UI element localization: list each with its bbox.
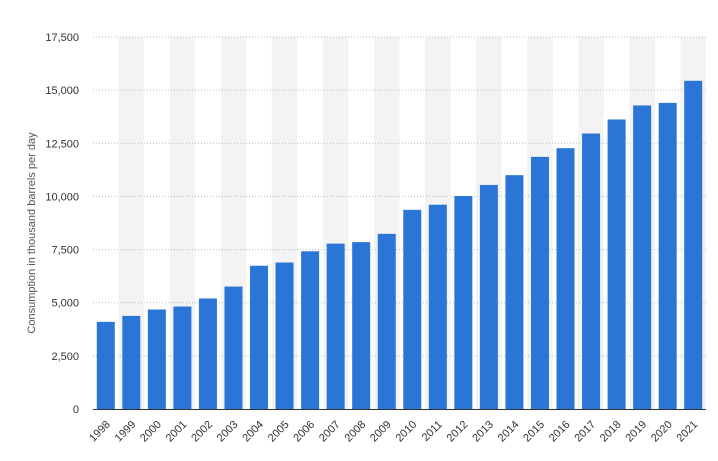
x-tick-label: 2019 — [623, 419, 649, 445]
bar-2019 — [633, 105, 652, 409]
bar-2008 — [352, 242, 371, 409]
bar-2002 — [198, 298, 217, 409]
x-tick-label: 2018 — [598, 419, 624, 445]
y-tick-label: 17,500 — [45, 32, 79, 44]
y-axis-tick-labels: 0 2,500 5,000 7,500 10,000 12,500 15,000 17,500 — [45, 32, 79, 416]
y-tick-label: 12,500 — [45, 138, 79, 150]
x-tick-label: 1998 — [87, 419, 113, 445]
bar-2010 — [403, 209, 422, 409]
x-tick-label: 2006 — [291, 419, 317, 445]
x-tick-label: 2002 — [189, 419, 215, 445]
bar-2009 — [377, 233, 396, 409]
bar-2017 — [582, 133, 601, 409]
x-tick-label: 2013 — [470, 419, 496, 445]
bar-2016 — [556, 148, 575, 409]
bars — [96, 80, 703, 410]
x-tick-label: 1999 — [113, 419, 139, 445]
y-axis-title: Consumption in thousand barrels per day — [26, 132, 38, 334]
bar-2021 — [684, 80, 703, 410]
bar-2004 — [250, 265, 269, 409]
x-tick-label: 2012 — [445, 419, 471, 445]
x-tick-label: 2001 — [164, 419, 190, 445]
bar-2014 — [505, 175, 524, 409]
x-tick-label: 2000 — [138, 419, 164, 445]
bar-2020 — [658, 102, 677, 409]
y-tick-label: 0 — [73, 404, 79, 416]
x-tick-label: 2011 — [420, 419, 445, 444]
bar-1998 — [96, 321, 115, 409]
bar-2006 — [301, 251, 320, 409]
bar-2011 — [428, 204, 447, 409]
bar-2003 — [224, 286, 243, 409]
gridlines — [93, 36, 706, 357]
bar-2007 — [326, 243, 345, 409]
x-tick-label: 2017 — [572, 419, 598, 445]
x-tick-label: 2010 — [394, 419, 420, 445]
x-tick-label: 2004 — [240, 419, 266, 445]
bar-2005 — [275, 262, 294, 409]
bar-2015 — [530, 156, 549, 409]
x-tick-label: 2020 — [649, 419, 675, 445]
y-tick-label: 2,500 — [51, 351, 79, 363]
x-tick-label: 2014 — [496, 419, 522, 445]
x-tick-label: 2007 — [317, 419, 343, 445]
x-tick-label: 2021 — [675, 419, 701, 445]
x-tick-label: 2009 — [368, 419, 394, 445]
x-tick-label: 2005 — [266, 419, 292, 445]
bar-2000 — [147, 309, 166, 409]
bar-2013 — [479, 184, 498, 409]
y-tick-label: 10,000 — [45, 191, 79, 203]
y-tick-label: 7,500 — [51, 245, 79, 257]
x-axis-tick-labels: 1998 1999 2000 2001 2002 2003 2004 2005 2006 2007… — [87, 419, 700, 445]
bar-2012 — [454, 196, 473, 409]
y-tick-label: 15,000 — [45, 85, 79, 97]
bar-2018 — [607, 119, 626, 409]
bar-2001 — [173, 306, 192, 409]
y-tick-label: 5,000 — [51, 298, 79, 310]
x-tick-label: 2016 — [547, 419, 573, 445]
x-tick-label: 2003 — [215, 419, 241, 445]
bar-1999 — [122, 315, 141, 409]
x-tick-label: 2008 — [343, 419, 369, 445]
x-tick-label: 2015 — [521, 419, 547, 445]
